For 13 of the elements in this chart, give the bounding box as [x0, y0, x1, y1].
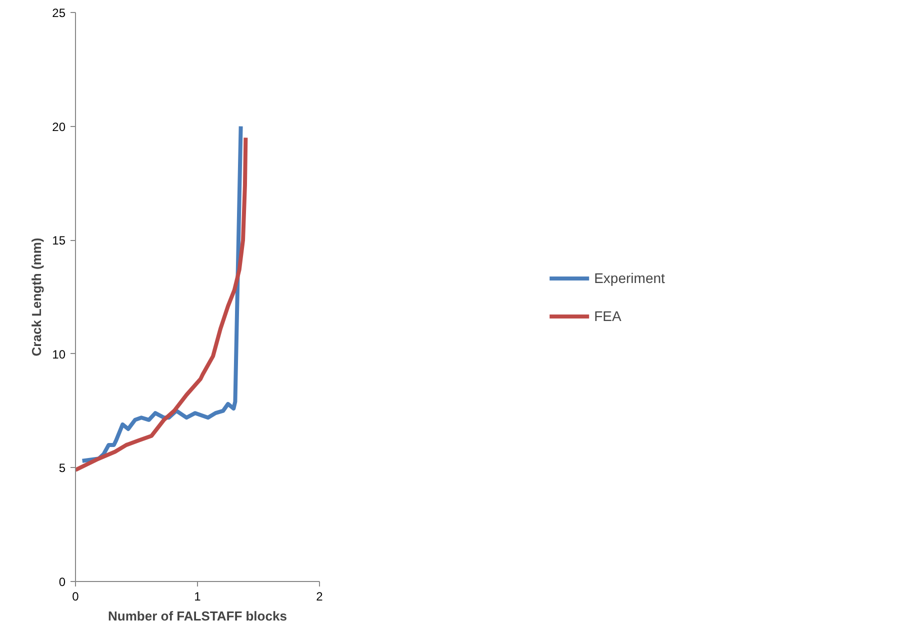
- y-tick-label: 20: [52, 120, 66, 134]
- y-tick-label: 10: [52, 347, 66, 362]
- x-tick-label: 2: [316, 590, 324, 604]
- x-axis-title: Number of FALSTAFF blocks: [108, 608, 287, 624]
- x-tick-label: 1: [194, 590, 202, 604]
- y-tick-label: 5: [58, 461, 66, 476]
- x-tick-label: 0: [72, 590, 80, 604]
- y-tick-label: 0: [58, 575, 66, 589]
- y-tick-label: 25: [52, 6, 66, 20]
- legend-label: FEA: [594, 308, 622, 324]
- legend-label: Experiment: [594, 270, 665, 286]
- y-tick-label: 15: [52, 234, 66, 248]
- y-axis-title: Crack Length (mm): [29, 238, 44, 356]
